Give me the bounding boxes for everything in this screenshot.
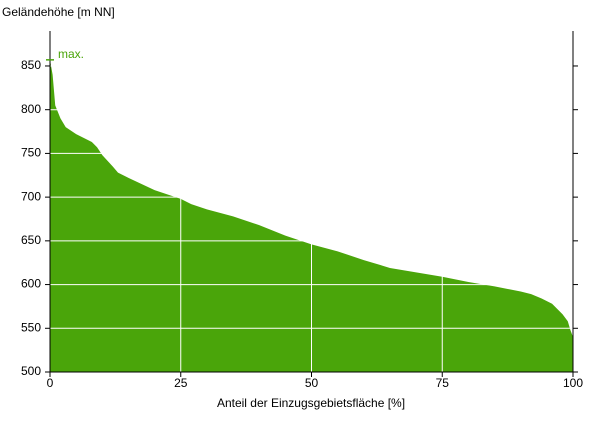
y-tick-label: 700	[21, 189, 41, 203]
x-tick-label: 75	[436, 376, 450, 390]
y-tick-label: 500	[21, 364, 41, 378]
x-tick-label: 100	[563, 376, 583, 390]
x-tick-label: 50	[305, 376, 319, 390]
y-tick-label: 550	[21, 320, 41, 334]
x-axis-label: Anteil der Einzugsgebietsfläche [%]	[217, 396, 405, 410]
x-tick-label: 25	[174, 376, 188, 390]
y-tick-label: 600	[21, 277, 41, 291]
y-tick-label: 650	[21, 233, 41, 247]
x-tick-label: 0	[47, 376, 54, 390]
chart-title: Geländehöhe [m NN]	[2, 5, 115, 19]
annotation: max.	[58, 47, 84, 61]
y-tick-label: 850	[21, 58, 41, 72]
y-tick-label: 750	[21, 146, 41, 160]
y-tick-label: 800	[21, 102, 41, 116]
